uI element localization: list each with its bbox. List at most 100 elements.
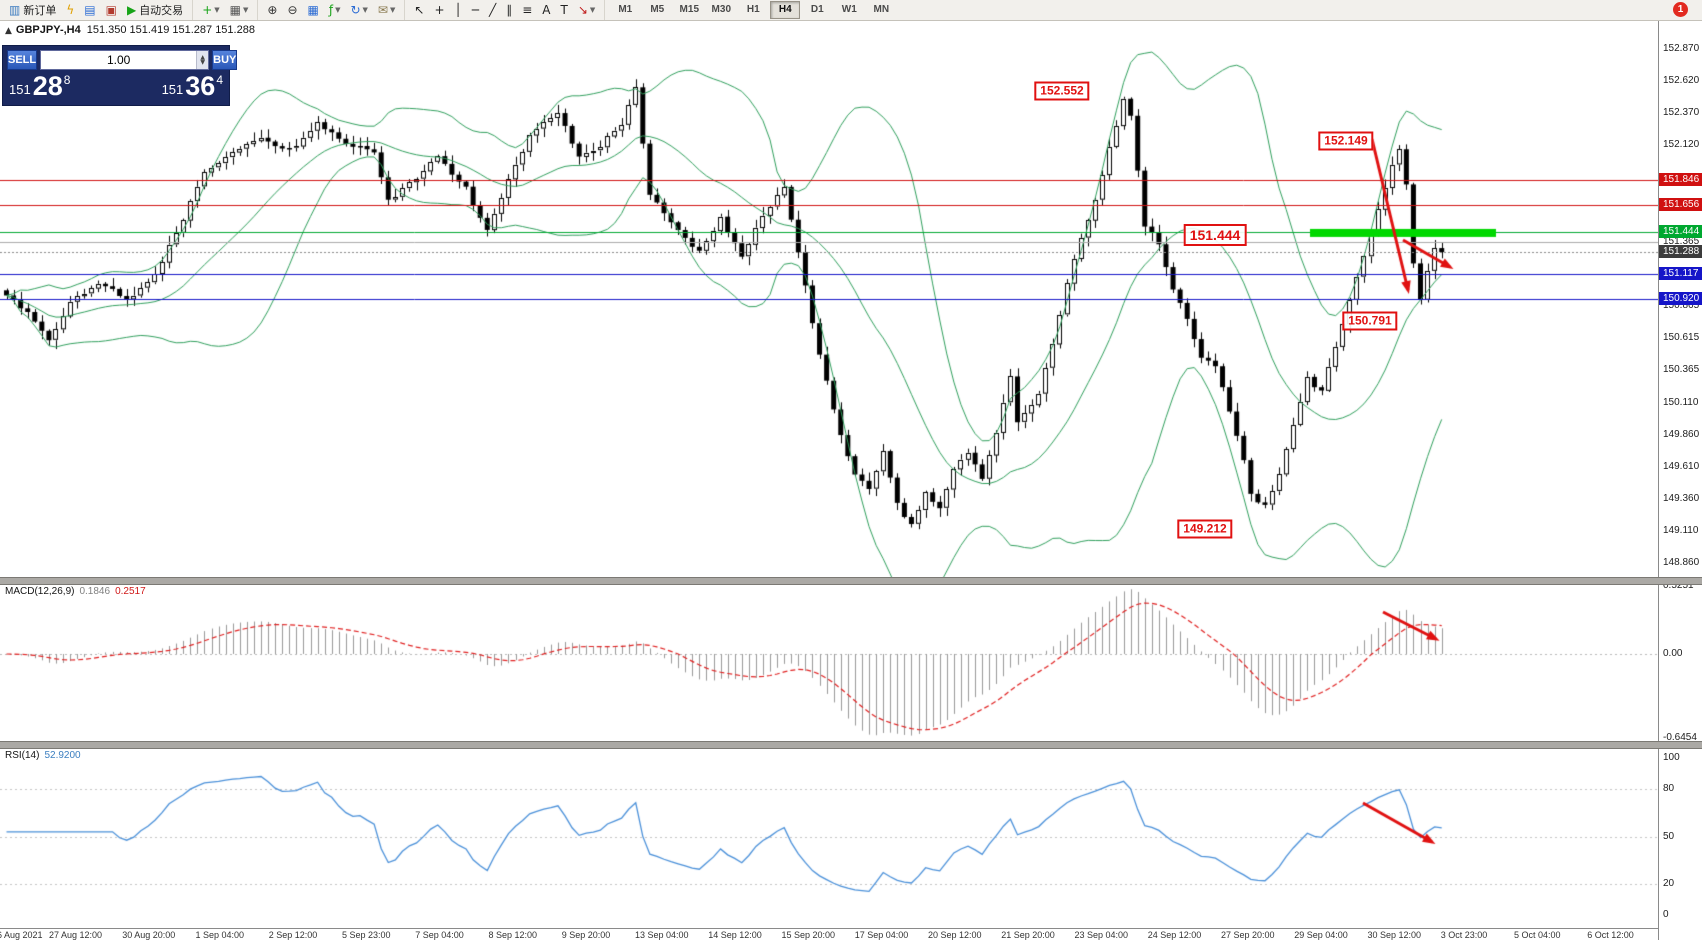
one-click-toggle-icon[interactable]: ▲ [5,26,12,36]
buy-button[interactable]: BUY [212,50,238,70]
timeframe-d1[interactable]: D1 [810,4,824,15]
rsi-indicator-canvas[interactable] [0,747,1658,928]
panel-splitter[interactable] [0,741,1702,749]
price-level-marker: 151.846 [1659,173,1702,187]
cursor-button[interactable]: ↖ [410,1,428,20]
dropdown-caret-icon[interactable]: ▼ [335,6,341,14]
autotrading-button[interactable]: ▶ 自动交易 [123,1,187,20]
price-label-annotation[interactable]: 150.791 [1342,311,1398,331]
price-tick: 152.120 [1663,139,1700,151]
chart-icon: ▤ [84,2,96,17]
rsi-scale-tick: 0 [1663,909,1669,920]
time-label: 9 Sep 20:00 [561,930,611,940]
main-chart-canvas[interactable] [0,20,1658,577]
price-tick: 150.365 [1663,364,1700,376]
rsi-header: RSI(14) 52.9200 [5,750,81,761]
toolbar-groups: ▥ 新订单 ϟ ▤ ▣ ▶ 自动交易 + ▼ ▦ ▼ ⊕ ⊖ ▦ ƒ ▼ ↻ ▼ ✉ ▼ ↖ + │ ─ ╱ ∥ ≡ A T ↘ ▼ [0,0,606,20]
timeframe-m30[interactable]: M30 [711,4,731,15]
terminal-icon: ▣ [105,2,117,17]
macd-indicator-canvas[interactable] [0,583,1658,741]
buy-price-pips: 36 [185,71,216,101]
timeframe-mn[interactable]: MN [873,4,890,15]
lightning-icon: ϟ [66,2,75,17]
indicators-icon: ƒ [328,2,334,17]
toolbar-group: ⊕ ⊖ ▦ ƒ ▼ ↻ ▼ ✉ ▼ [258,0,406,20]
profiles-icon: ▦ [229,2,241,17]
dropdown-caret-icon[interactable]: ▼ [242,6,249,14]
text-button[interactable]: A [538,1,554,20]
timeframe-m5[interactable]: M5 [650,4,665,15]
panel-splitter[interactable] [0,577,1702,585]
zoom-out-button[interactable]: ⊖ [283,1,301,20]
crosshair-icon: + [434,2,445,17]
price-tick: 149.110 [1663,524,1699,536]
buy-price-whole: 151 [161,82,184,97]
lot-spinner[interactable]: ▲ ▼ [196,51,209,69]
price-tick: 148.860 [1663,557,1700,568]
periods-button[interactable]: ↻ ▼ [346,1,371,20]
price-label-annotation[interactable]: 151.444 [1183,224,1247,246]
timeframe-w1[interactable]: W1 [841,4,857,15]
macd-value-signal: 0.2517 [115,586,146,597]
channel-button[interactable]: ∥ [502,1,516,20]
price-label-annotation[interactable]: 152.552 [1034,81,1090,101]
crosshair-button[interactable]: + [430,1,448,20]
vertical-line-icon: │ [454,2,462,17]
profiles-button[interactable]: ▦ ▼ [226,1,253,20]
new-order-button[interactable]: ▥ 新订单 [5,1,60,20]
macd-scale-tick: 0.5251 [1663,579,1694,591]
time-label: 2 Sep 12:00 [268,930,318,940]
buy-price-pipette: 4 [216,73,223,87]
vertical-line-button[interactable]: │ [451,1,466,20]
trendline-button[interactable]: ╱ [485,1,500,20]
sell-button[interactable]: SELL [7,50,38,70]
zoom-in-button[interactable]: ⊕ [263,1,281,20]
indicators-button[interactable]: ƒ ▼ [325,1,345,20]
spinner-down-icon[interactable]: ▼ [200,59,205,66]
toolbar-group: ▥ 新订单 ϟ ▤ ▣ ▶ 自动交易 [0,0,194,20]
spinner-up-icon[interactable]: ▲ [200,54,205,61]
price-tick: 150.615 [1663,332,1700,344]
lot-size-field: ▲ ▼ [40,50,210,70]
horizontal-line-icon: ─ [471,2,479,17]
dropdown-caret-icon[interactable]: ▼ [389,6,396,14]
price-tick: 150.110 [1663,396,1699,408]
timeframe-h1[interactable]: H1 [746,4,760,15]
price-axis[interactable]: 152.870 152.620 152.370 152.120 151.365 150.8… [1658,20,1702,940]
lot-size-input[interactable] [41,51,197,69]
time-label: 5 Oct 04:00 [1514,930,1561,940]
dropdown-caret-icon[interactable]: ▼ [589,6,596,14]
dropdown-caret-icon[interactable]: ▼ [214,6,220,14]
time-label: 13 Sep 04:00 [635,930,689,940]
buy-price[interactable]: 151 36 4 [162,71,223,101]
time-axis[interactable]: 26 Aug 2021 27 Aug 12:00 30 Aug 20:00 1 Sep… [0,928,1658,941]
clock-icon: ↻ [350,2,361,17]
template-icon: ✉ [377,2,388,17]
arrows-button[interactable]: ↘ ▼ [574,1,599,20]
dropdown-caret-icon[interactable]: ▼ [362,6,368,14]
macd-scale-tick: 0.00 [1663,648,1683,659]
time-label: 30 Sep 12:00 [1367,930,1422,940]
timeframe-m15[interactable]: M15 [679,4,699,15]
expert-advisors-button[interactable]: ϟ [62,1,78,20]
new-chart-button[interactable]: + ▼ [198,1,223,20]
fibonacci-button[interactable]: ≡ [518,1,536,20]
tile-windows-button[interactable]: ▦ [304,1,323,20]
market-watch-button[interactable]: ▤ [80,1,99,20]
label-button[interactable]: T [556,1,571,20]
notification-badge[interactable]: 1 [1673,2,1688,17]
ohlc-values: 151.350 151.419 151.287 151.288 [86,24,255,36]
price-label-annotation[interactable]: 152.149 [1318,131,1374,151]
sell-price[interactable]: 151 28 8 [9,71,70,101]
templates-button[interactable]: ✉ ▼ [374,1,399,20]
timeframe-m1[interactable]: M1 [618,4,633,15]
horizontal-line-button[interactable]: ─ [468,1,483,20]
price-tick: 149.610 [1663,460,1700,472]
timeframe-h4[interactable]: H4 [770,1,801,19]
price-label-annotation[interactable]: 149.212 [1177,519,1233,539]
terminal-button[interactable]: ▣ [102,1,121,20]
rsi-scale-tick: 100 [1663,752,1680,763]
time-label: 8 Sep 12:00 [488,930,538,940]
time-label: 23 Sep 04:00 [1074,930,1129,940]
play-icon: ▶ [126,2,137,17]
